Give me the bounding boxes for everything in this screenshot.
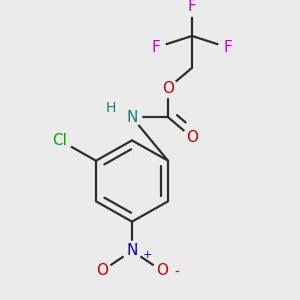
Text: H: H bbox=[106, 101, 116, 116]
Text: O: O bbox=[186, 130, 198, 145]
Circle shape bbox=[218, 38, 238, 57]
Text: Cl: Cl bbox=[52, 133, 68, 148]
Text: O: O bbox=[156, 263, 168, 278]
Text: -: - bbox=[175, 266, 179, 279]
Circle shape bbox=[182, 0, 202, 16]
Circle shape bbox=[48, 129, 72, 152]
Text: F: F bbox=[152, 40, 160, 55]
Circle shape bbox=[146, 38, 166, 57]
Circle shape bbox=[122, 108, 142, 127]
Text: F: F bbox=[188, 0, 196, 14]
Text: N: N bbox=[126, 243, 138, 258]
Text: O: O bbox=[96, 263, 108, 278]
Text: F: F bbox=[224, 40, 232, 55]
Text: N: N bbox=[126, 110, 138, 125]
Circle shape bbox=[92, 262, 112, 280]
Circle shape bbox=[182, 128, 202, 147]
Circle shape bbox=[158, 79, 178, 98]
Text: O: O bbox=[162, 81, 174, 96]
Text: +: + bbox=[142, 250, 152, 260]
Circle shape bbox=[122, 242, 142, 260]
Circle shape bbox=[152, 262, 172, 280]
